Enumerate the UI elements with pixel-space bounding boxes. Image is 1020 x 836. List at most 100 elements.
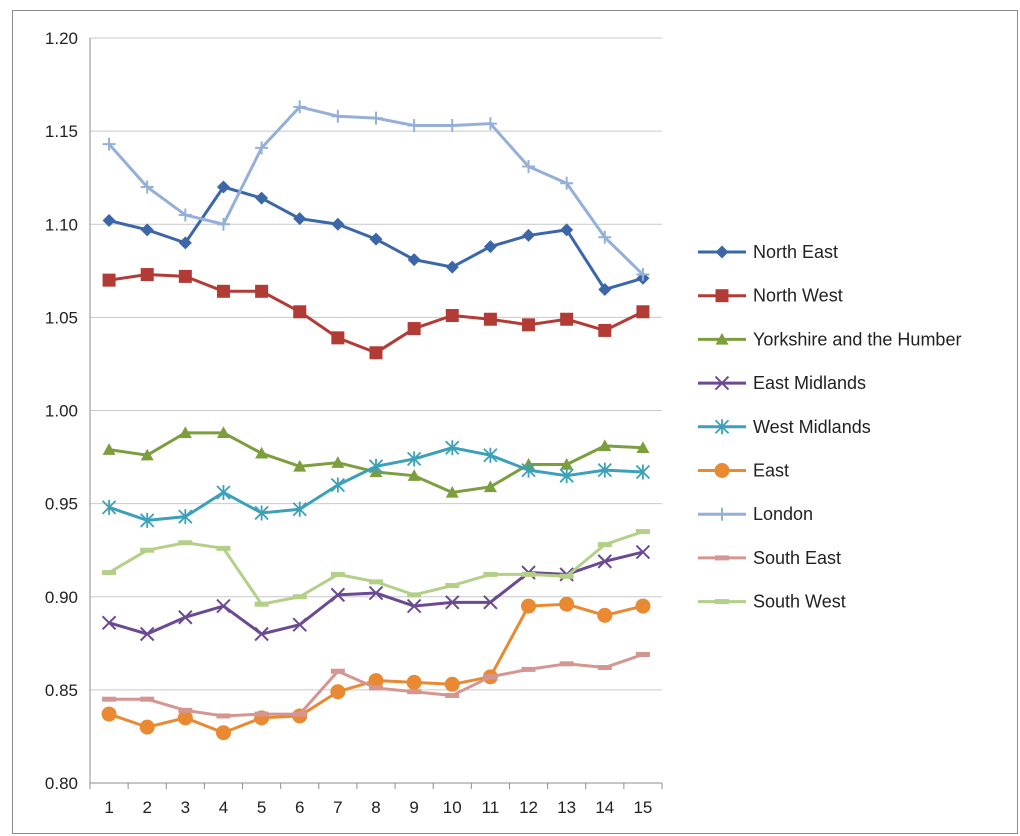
data-point-east <box>101 706 117 722</box>
data-point-west-midlands <box>559 468 574 484</box>
legend-label-north-east: North East <box>753 242 838 262</box>
data-point-east-midlands <box>483 595 498 610</box>
data-point-west-midlands <box>635 464 651 480</box>
data-point-yorkshire-and-the-humber <box>293 459 307 472</box>
data-point-east <box>444 676 460 692</box>
data-point-east <box>559 596 575 612</box>
data-point-london <box>293 100 307 114</box>
data-point-yorkshire-and-the-humber <box>636 441 650 453</box>
y-tick-label: 1.05 <box>45 308 78 327</box>
data-point-north-east <box>255 191 269 205</box>
data-point-north-east <box>445 260 459 274</box>
data-point-north-east <box>598 282 612 296</box>
legend-label-east: East <box>753 461 789 481</box>
legend-label-south-east: South East <box>753 548 841 568</box>
data-point-london <box>216 217 230 231</box>
legend-marker-east <box>714 463 730 478</box>
data-point-west-midlands <box>521 462 536 478</box>
data-point-north-east <box>369 232 383 246</box>
legend-marker-east-midlands <box>714 375 730 391</box>
x-tick-label: 3 <box>181 798 190 817</box>
data-point-london <box>560 176 574 190</box>
legend-marker-north-west <box>715 289 729 303</box>
data-point-north-east <box>293 212 307 226</box>
data-point-east <box>330 684 346 700</box>
data-point-london <box>522 160 536 174</box>
x-tick-label: 2 <box>142 798 151 817</box>
data-point-yorkshire-and-the-humber <box>331 456 345 468</box>
data-point-london <box>140 180 154 194</box>
data-point-south-east <box>635 651 650 657</box>
data-point-east-midlands <box>292 617 307 632</box>
x-tick-label: 9 <box>409 798 418 817</box>
data-point-north-west <box>598 323 612 337</box>
data-point-south-west <box>559 573 574 579</box>
data-point-south-east <box>216 713 231 719</box>
data-point-south-east <box>445 692 460 698</box>
x-tick-label: 13 <box>557 798 576 817</box>
data-point-london <box>331 109 345 123</box>
data-point-london <box>483 117 497 131</box>
data-point-north-west <box>522 318 536 332</box>
data-point-south-west <box>216 545 231 551</box>
x-tick-label: 6 <box>295 798 304 817</box>
data-point-north-west <box>140 268 154 282</box>
y-tick-label: 0.85 <box>45 681 78 700</box>
data-point-london <box>102 137 116 151</box>
data-point-yorkshire-and-the-humber <box>598 439 612 452</box>
data-point-north-west <box>483 312 497 326</box>
data-point-south-west <box>292 594 307 600</box>
data-point-south-east <box>369 685 383 691</box>
data-point-south-west <box>407 592 422 598</box>
data-point-south-west <box>140 547 155 553</box>
data-point-south-east <box>140 696 155 702</box>
data-point-west-midlands <box>140 512 155 528</box>
y-tick-label: 0.80 <box>45 774 78 793</box>
data-point-west-midlands <box>101 499 117 515</box>
data-point-south-east <box>330 668 345 674</box>
legend-label-south-west: South West <box>753 592 846 612</box>
data-point-east-midlands <box>139 626 155 642</box>
data-point-north-east <box>407 253 421 267</box>
data-point-east <box>215 725 231 741</box>
data-point-south-west <box>369 579 383 585</box>
data-point-north-west <box>255 284 269 298</box>
data-point-south-east <box>597 665 612 671</box>
data-point-south-west <box>445 583 460 589</box>
legend-label-london: London <box>753 504 813 524</box>
x-tick-label: 11 <box>482 798 500 817</box>
y-tick-label: 0.90 <box>45 588 78 607</box>
data-point-london <box>598 230 612 244</box>
x-tick-label: 8 <box>371 798 380 817</box>
data-point-north-east <box>331 217 345 231</box>
data-point-east-midlands <box>445 595 460 610</box>
x-tick-label: 7 <box>333 798 342 817</box>
data-point-north-west <box>293 305 307 319</box>
y-tick-label: 1.20 <box>45 29 78 48</box>
data-point-west-midlands <box>178 509 193 525</box>
data-point-london <box>445 119 459 133</box>
legend-label-east-midlands: East Midlands <box>753 373 866 393</box>
data-point-north-east <box>560 223 574 237</box>
data-point-yorkshire-and-the-humber <box>255 446 269 459</box>
data-point-north-east <box>178 236 192 250</box>
series-line-west-midlands <box>108 446 644 522</box>
data-point-south-west <box>254 601 269 607</box>
x-tick-label: 10 <box>443 798 462 817</box>
data-point-east-midlands <box>597 554 613 569</box>
data-point-north-east <box>216 180 230 194</box>
data-point-north-west <box>102 273 116 287</box>
data-point-east-midlands <box>406 598 422 614</box>
legend-marker-south-east <box>715 555 729 561</box>
data-point-yorkshire-and-the-humber <box>445 485 459 498</box>
data-point-east-midlands <box>254 626 269 642</box>
data-point-west-midlands <box>292 501 307 517</box>
x-tick-label: 15 <box>633 798 652 817</box>
data-point-north-west <box>636 305 650 319</box>
data-point-south-east <box>292 711 307 717</box>
data-point-west-midlands <box>406 451 422 467</box>
y-tick-label: 0.95 <box>45 495 78 514</box>
data-point-south-east <box>102 696 117 702</box>
data-point-south-west <box>597 542 612 548</box>
